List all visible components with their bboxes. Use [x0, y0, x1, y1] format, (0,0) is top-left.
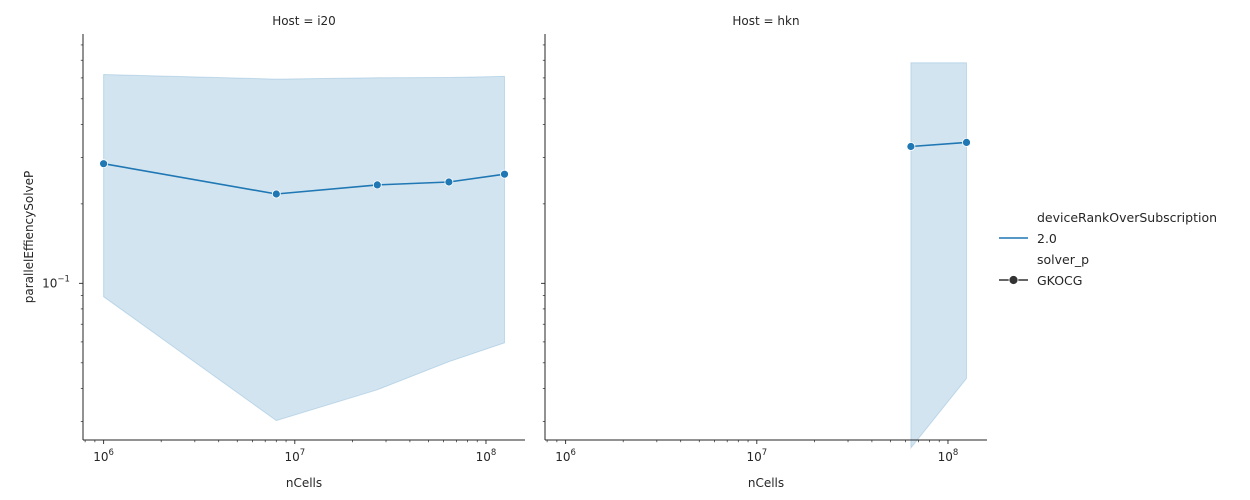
ci-band: [910, 62, 967, 450]
data-point: [372, 180, 382, 190]
data-point: [906, 142, 916, 151]
series-line: [910, 141, 967, 148]
panel-host-i20: Host = i20 106 107 108 10−1 nCells parallel…: [22, 14, 525, 490]
x-axis-label-hkn: nCells: [748, 476, 784, 490]
panel-host-hkn: Host = hkn 106 107 108 nCells: [541, 14, 987, 490]
legend-style-title: solver_p: [1037, 252, 1089, 267]
panel-title-hkn: Host = hkn: [732, 14, 799, 28]
x-tick-label: 106: [555, 448, 576, 464]
series-line-layer: [910, 141, 967, 148]
x-tick-label: 107: [746, 448, 767, 464]
ci-band-layer: [103, 73, 505, 422]
series-marker-layer: [906, 137, 971, 151]
x-tick-label: 108: [476, 448, 497, 464]
x-axis-label-i20: nCells: [286, 476, 322, 490]
data-point: [99, 159, 108, 169]
ci-band: [103, 73, 505, 422]
x-tick-label: 106: [93, 448, 114, 464]
ci-band-layer: [910, 62, 967, 450]
data-point: [444, 177, 454, 187]
data-point: [271, 189, 281, 199]
data-point: [500, 169, 509, 179]
y-tick-label: 10−1: [42, 274, 70, 290]
legend-marker-swatch: [1008, 275, 1019, 285]
series-marker-layer: [99, 159, 509, 199]
legend-hue-title: deviceRankOverSubscription: [1037, 210, 1217, 225]
legend-style-label: GKOCG: [1037, 273, 1082, 288]
panel-title-i20: Host = i20: [272, 14, 336, 28]
y-axis-label: parallelEffiencySolveP: [22, 171, 36, 304]
data-point: [962, 137, 971, 147]
x-tick-label: 108: [938, 448, 959, 464]
legend-hue-label: 2.0: [1037, 231, 1057, 246]
legend: deviceRankOverSubscription 2.0 solver_p …: [999, 210, 1217, 288]
x-tick-label: 107: [284, 448, 305, 464]
